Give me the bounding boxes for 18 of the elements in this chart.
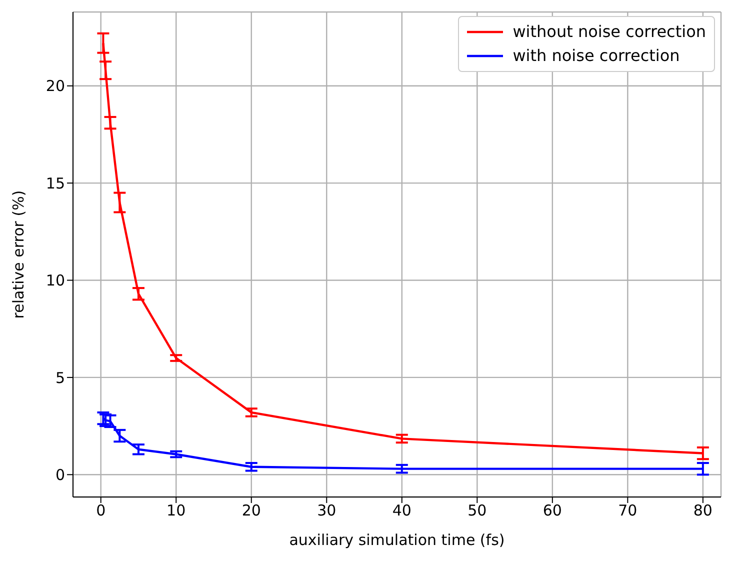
y-tick-label: 15 (46, 174, 65, 192)
x-tick-label: 10 (166, 502, 186, 520)
x-tick-label: 20 (242, 502, 261, 520)
x-tick-label: 60 (542, 502, 562, 520)
legend-label: with noise correction (512, 45, 680, 67)
y-tick-label: 0 (55, 466, 65, 484)
y-axis-title: relative error (%) (9, 190, 28, 319)
x-axis-title: auxiliary simulation time (fs) (289, 531, 505, 549)
x-tick-label: 40 (392, 502, 412, 520)
x-tick-label: 50 (468, 502, 487, 520)
x-tick-label: 0 (96, 502, 106, 520)
x-tick-label: 80 (693, 502, 712, 520)
y-tick-label: 10 (46, 272, 65, 290)
x-tick-label: 30 (317, 502, 336, 520)
legend-label: without noise correction (512, 21, 706, 43)
x-tick-label: 70 (618, 502, 638, 520)
y-tick-label: 5 (55, 368, 65, 387)
y-tick-label: 20 (46, 77, 65, 96)
